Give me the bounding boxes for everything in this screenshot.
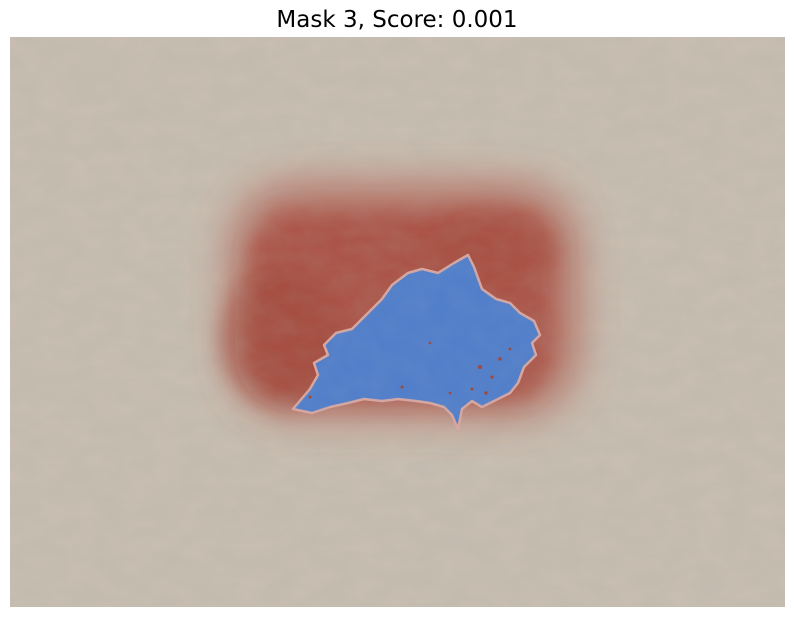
segmentation-mask: [291, 253, 542, 431]
figure-title: Mask 3, Score: 0.001: [276, 7, 518, 33]
lesion-image: [10, 37, 785, 607]
image-panel: [10, 37, 785, 607]
